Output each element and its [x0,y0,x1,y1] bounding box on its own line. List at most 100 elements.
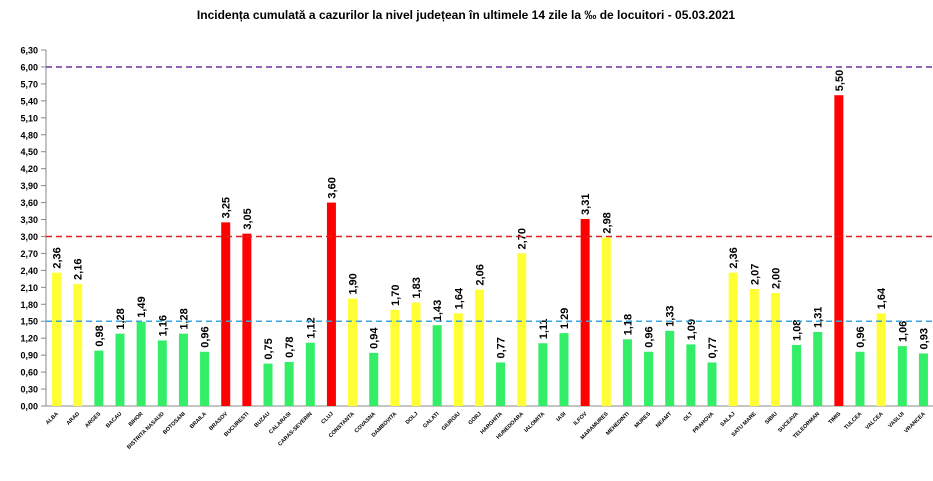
bar [263,363,273,406]
bar [411,302,421,406]
value-label: 5,50 [834,70,846,91]
x-tick-label: BISTRITA NASAUD [126,411,165,450]
bar [496,362,506,406]
bar [200,351,210,406]
value-label: 3,25 [221,197,233,218]
value-label: 0,98 [94,325,106,346]
y-tick-label: 0,60 [20,368,38,378]
value-label: 1,70 [390,285,402,306]
value-label: 1,11 [538,318,550,339]
x-tick-label: BIHOR [128,411,145,428]
bar [453,313,463,406]
bar [284,361,294,406]
y-tick-label: 0,90 [20,351,38,361]
bar [707,362,717,406]
bar [622,339,632,406]
value-label: 1,08 [792,320,804,341]
value-label: 2,07 [749,264,761,285]
value-label: 1,31 [813,307,825,328]
bar [242,233,252,406]
y-tick-label: 1,50 [20,317,38,327]
bar [897,346,907,406]
value-label: 2,36 [728,247,740,268]
x-tick-label: ILFOV [573,411,589,427]
chart-title: Incidența cumulată a cazurilor la nivel … [197,8,736,22]
value-label: 1,18 [622,314,634,335]
bar [686,344,696,406]
value-label: 0,96 [855,326,867,347]
bar [52,272,62,406]
value-label: 2,36 [52,247,64,268]
value-label: 1,64 [876,287,888,309]
value-label: 3,31 [580,194,592,215]
y-tick-label: 0,30 [20,385,38,395]
x-tick-label: VRANCEA [903,411,926,434]
bar [178,333,188,406]
value-label: 1,64 [453,287,465,309]
y-tick-label: 5,10 [20,113,38,123]
value-label: 2,06 [474,264,486,285]
y-tick-label: 3,00 [20,232,38,242]
bar [665,330,675,406]
value-label: 0,78 [284,337,296,358]
y-tick-label: 1,20 [20,334,38,344]
bar [221,222,231,406]
value-label: 2,00 [770,268,782,289]
x-tick-label: OLT [683,411,695,423]
bar [474,289,484,406]
y-tick-label: 2,40 [20,266,38,276]
bar [770,292,780,406]
y-tick-label: 3,90 [20,181,38,191]
value-label: 0,75 [263,338,275,359]
value-label: 2,16 [73,259,85,280]
y-tick-label: 6,30 [20,46,38,56]
x-tick-label: IASI [556,411,568,423]
x-tick-label: VALCEA [865,411,885,431]
value-label: 2,98 [601,212,613,233]
bar [728,272,738,406]
value-label: 1,90 [348,273,360,294]
y-tick-label: 3,30 [20,215,38,225]
y-tick-label: 4,50 [20,147,38,157]
x-tick-label: ARAD [66,411,81,426]
value-label: 1,06 [897,321,909,342]
x-tick-label: GALATI [422,411,441,430]
value-label: 1,12 [305,317,317,338]
x-tick-label: SIBIU [764,411,779,426]
bar [94,350,104,406]
bar [813,331,823,406]
x-tick-label: TIMIS [828,411,843,426]
value-label: 2,70 [517,228,529,249]
bar [157,340,167,406]
y-tick-label: 2,10 [20,283,38,293]
x-tick-label: ALBA [45,411,60,426]
y-tick-label: 1,80 [20,300,38,310]
value-label: 1,28 [178,308,190,329]
x-tick-label: BACAU [105,411,123,429]
y-tick-label: 3,60 [20,198,38,208]
value-label: 3,60 [326,177,338,198]
x-tick-label: CLUJ [320,411,334,425]
value-label: 1,49 [136,296,148,317]
value-label: 1,83 [411,277,423,298]
y-tick-label: 4,80 [20,130,38,140]
bar [348,298,358,406]
bar [326,202,336,406]
bar [369,352,379,406]
bar [580,218,590,406]
bar [517,253,527,406]
bar [432,325,442,406]
value-label: 0,93 [918,328,930,349]
bar [644,351,654,406]
y-tick-label: 5,70 [20,79,38,89]
bar [749,289,759,406]
value-label: 3,05 [242,208,254,229]
bar [559,333,569,406]
x-tick-label: DOLJ [405,411,420,426]
x-tick-label: BUZAU [254,411,272,429]
x-tick-label: ARGES [84,411,102,429]
value-label: 0,77 [707,337,719,358]
bar [73,283,83,406]
x-tick-label: GORJ [468,411,483,426]
